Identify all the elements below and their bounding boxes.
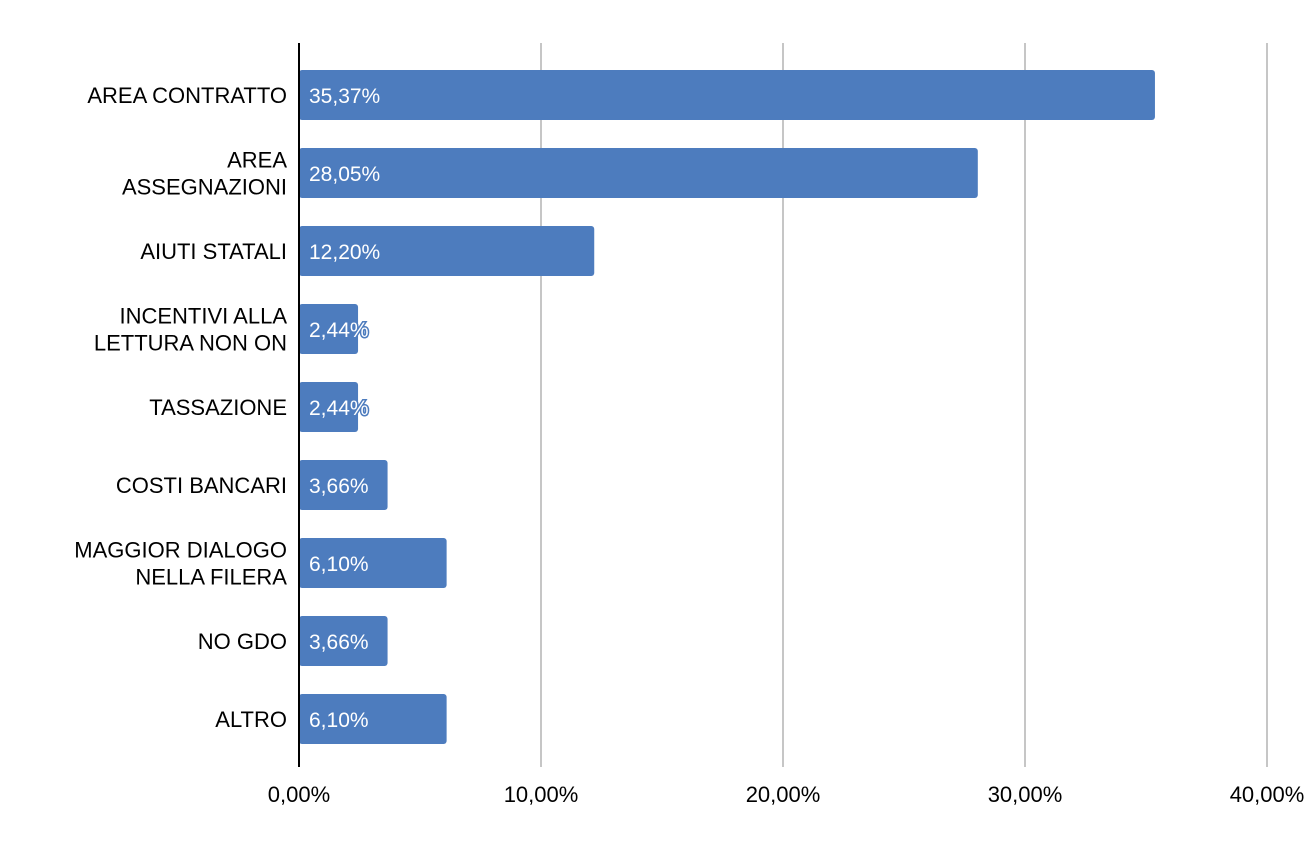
- category-label-line: COSTI BANCARI: [116, 473, 287, 498]
- data-label: 6,10%: [309, 709, 369, 732]
- labels: 35,37% AREA CONTRATTO 28,05% AREA ASSEGNAZIO…: [74, 83, 381, 734]
- category-label: ALTRO: [215, 707, 287, 732]
- category-label-line: MAGGIOR DIALOGO: [74, 538, 287, 563]
- bar: [299, 70, 1155, 120]
- category-label-line: NO GDO: [198, 629, 287, 654]
- data-label: 3,66%: [309, 475, 369, 498]
- category-label: NO GDO: [198, 629, 287, 654]
- data-label: 2,44%: [309, 397, 369, 420]
- bar: [299, 382, 359, 432]
- category-label: COSTI BANCARI: [116, 473, 287, 498]
- data-label: 3,66%: [309, 631, 369, 654]
- category-label: INCENTIVI ALLA LETTURA NON ON: [94, 304, 287, 356]
- x-tick-label: 0,00%: [268, 782, 330, 807]
- bar: [299, 460, 388, 510]
- category-label-line: ASSEGNAZIONI: [122, 175, 287, 200]
- category-label: TASSAZIONE: [149, 395, 287, 420]
- x-tick-label: 30,00%: [988, 782, 1063, 807]
- category-label: AREA ASSEGNAZIONI: [122, 148, 287, 200]
- category-label-line: LETTURA NON ON: [94, 331, 287, 356]
- data-label: 2,44%: [309, 319, 369, 342]
- category-label-line: NELLA FILERA: [135, 565, 287, 590]
- category-label-line: TASSAZIONE: [149, 395, 287, 420]
- category-label-line: AREA: [227, 148, 287, 173]
- data-label: 35,37%: [309, 85, 380, 108]
- category-label-line: INCENTIVI ALLA: [119, 304, 287, 329]
- bar: [299, 538, 447, 588]
- data-label: 12,20%: [309, 241, 380, 264]
- bars: [299, 70, 1155, 744]
- x-tick-label: 20,00%: [746, 782, 821, 807]
- bar: [299, 616, 388, 666]
- category-label-line: AIUTI STATALI: [140, 239, 287, 264]
- x-tick-label: 10,00%: [504, 782, 579, 807]
- bar: [299, 304, 359, 354]
- category-label: AREA CONTRATTO: [87, 83, 287, 108]
- bar: [299, 226, 595, 276]
- category-label: MAGGIOR DIALOGO NELLA FILERA: [74, 538, 287, 590]
- data-label: 6,10%: [309, 553, 369, 576]
- axes: 0,00% 10,00% 20,00% 30,00% 40,00%: [268, 43, 1305, 807]
- category-label-line: AREA CONTRATTO: [87, 83, 287, 108]
- bar: [299, 148, 978, 198]
- bar: [299, 694, 447, 744]
- x-tick-label: 40,00%: [1230, 782, 1305, 807]
- category-label: AIUTI STATALI: [140, 239, 287, 264]
- category-label-line: ALTRO: [215, 707, 287, 732]
- data-label: 28,05%: [309, 163, 380, 186]
